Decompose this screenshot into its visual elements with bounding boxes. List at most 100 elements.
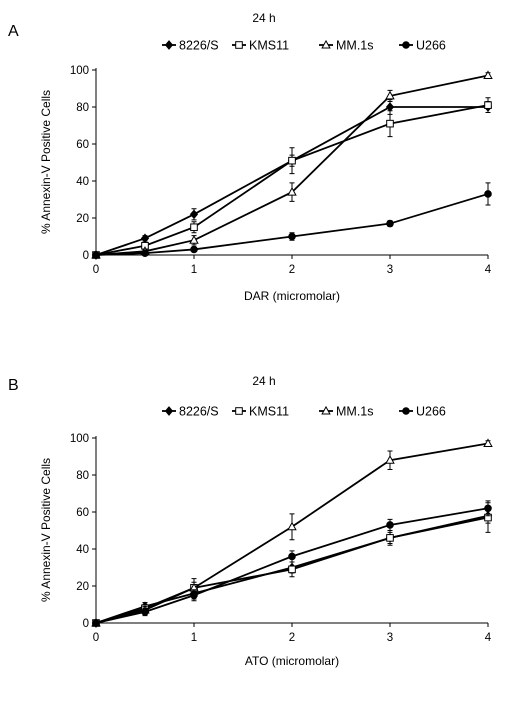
chart-b-series-kms11-line: [95, 516, 489, 624]
chart-b-series-kms11-point: [288, 565, 296, 574]
chart-b-series-u266-point: [288, 552, 296, 561]
chart-b-legend: 8226/S KMS11 MM.1s U266: [162, 405, 446, 419]
chart-a-legend-item-8226-s-marker: [164, 40, 174, 50]
chart-b-x-tick-label: 4: [485, 632, 492, 644]
chart-b-x-tick-label: 2: [289, 632, 295, 644]
chart-b-y-tick-label: 40: [76, 544, 89, 556]
chart-a-series-mm-1s-point: [483, 70, 493, 80]
chart-b-legend-item-kms11: KMS11: [232, 405, 289, 419]
chart-a-series-8226-s-point: [385, 102, 395, 112]
chart-b-series-mm-1s-point: [483, 438, 493, 448]
chart-b-y-tick-label: 60: [76, 507, 89, 519]
chart-a-x-tick-label: 3: [387, 264, 393, 276]
chart-a-legend-item-u266: U266: [399, 39, 446, 53]
chart-b-series-u266-point: [141, 608, 149, 616]
chart-b-legend-item-mm-1s-label: MM.1s: [336, 405, 374, 419]
chart-a-y-axis-label: % Annexin-V Positive Cells: [39, 90, 53, 234]
chart-b-title: 24 h: [252, 374, 275, 388]
chart-a-series-kms11-point: [386, 119, 394, 128]
chart-a-legend-item-kms11-label: KMS11: [249, 39, 289, 53]
chart-b-panel-label: B: [8, 377, 19, 394]
chart-b-legend-item-u266-marker: [402, 407, 410, 415]
chart-a-y-tick-label: 0: [83, 250, 89, 262]
chart-a-series-u266-line: [95, 193, 489, 256]
chart-a-series-u266-point: [190, 245, 198, 254]
chart-b-series-u266-point: [92, 619, 100, 627]
chart-a-series-8226-s-point: [189, 209, 199, 220]
chart-a-series-u266-point: [484, 190, 492, 198]
chart-a-series-u266-point: [386, 219, 394, 228]
chart-b-legend-item-8226-s-marker: [164, 406, 174, 416]
chart-b-series-u266: [92, 500, 492, 627]
chart-b-legend-item-u266-label: U266: [416, 405, 446, 419]
chart-a-legend-item-mm-1s-marker: [321, 39, 331, 49]
chart-a-legend-item-mm-1s: MM.1s: [319, 39, 374, 53]
chart-b-plot-area: 0 20 40 60 80 100 0 1 2 3 4: [70, 433, 493, 644]
chart-b-legend-item-mm-1s-marker: [321, 405, 331, 415]
chart-b-y-axis-label: % Annexin-V Positive Cells: [39, 458, 53, 602]
chart-a-series-mm-1s-line: [95, 74, 489, 256]
chart-panel-a: A 24 h 8226/S KMS11 MM.1s U266 0 20 40 60 80 100…: [0, 0, 507, 340]
chart-b-series-kms11-point: [386, 534, 394, 542]
chart-a-series-u266: [92, 182, 492, 259]
chart-b-legend-item-8226-s: 8226/S: [162, 405, 219, 419]
chart-a-plot-area: 0 20 40 60 80 100 0 1 2 3 4: [70, 65, 493, 276]
chart-b-legend-item-8226-s-label: 8226/S: [179, 405, 219, 419]
chart-a-x-tick-label: 4: [485, 264, 492, 276]
chart-b-x-tick-label: 3: [387, 632, 393, 644]
chart-b-x-axis-label: ATO (micromolar): [245, 654, 339, 668]
chart-a-series-kms11-line: [95, 104, 489, 256]
chart-b-y-tick-label: 80: [76, 470, 89, 482]
chart-b-y-tick-label: 20: [76, 581, 89, 593]
chart-a-y-tick-label: 40: [76, 176, 89, 188]
chart-a-legend-item-8226-s: 8226/S: [162, 39, 219, 53]
chart-a-panel-label: A: [8, 23, 19, 40]
chart-a-series-u266-point: [141, 249, 149, 257]
chart-a-title: 24 h: [252, 11, 275, 25]
chart-a-x-axis-label: DAR (micromolar): [244, 289, 340, 303]
chart-a-series-kms11-point: [190, 223, 198, 232]
chart-a-legend-item-mm-1s-label: MM.1s: [336, 39, 374, 53]
chart-b-y-tick-label: 100: [70, 433, 89, 445]
chart-a-y-tick-label: 60: [76, 139, 89, 151]
chart-b-series-mm-1s-point: [287, 521, 297, 531]
chart-b-series-mm-1s-point: [385, 455, 395, 464]
chart-a-series-mm-1s-point: [287, 186, 297, 196]
chart-b-series-mm-1s: [91, 438, 493, 627]
chart-a-series-mm-1s-point: [189, 235, 199, 244]
chart-b-x-tick-label: 0: [93, 632, 99, 644]
chart-b-legend-item-mm-1s: MM.1s: [319, 405, 374, 419]
chart-a-series-u266-point: [288, 232, 296, 241]
chart-a-x-tick-label: 0: [93, 264, 99, 276]
chart-b-legend-item-kms11-marker: [235, 407, 243, 415]
chart-b-legend-item-kms11-label: KMS11: [249, 405, 289, 419]
chart-a-legend-item-u266-label: U266: [416, 39, 446, 53]
chart-a-legend-item-8226-s-label: 8226/S: [179, 39, 219, 53]
chart-a-series-u266-point: [92, 251, 100, 259]
chart-b-x-tick-label: 1: [191, 632, 197, 644]
chart-a-svg: A 24 h 8226/S KMS11 MM.1s U266 020406080100…: [8, 11, 493, 303]
chart-panel-b: B 24 h 8226/S KMS11 MM.1s U266 0 20 40 60 80 100…: [0, 368, 507, 708]
chart-a-series-8226-s-line: [95, 106, 488, 256]
chart-a-x-tick-label: 1: [191, 264, 197, 276]
chart-a-legend-item-kms11-marker: [235, 41, 243, 49]
chart-b-series-u266-point: [484, 504, 492, 513]
chart-a-legend-item-kms11: KMS11: [232, 39, 289, 53]
chart-b-series-u266-line: [95, 507, 489, 624]
chart-a-legend-item-u266-marker: [402, 41, 410, 49]
chart-a-y-tick-label: 80: [76, 102, 89, 114]
chart-a-series-mm-1s-point: [385, 90, 395, 100]
chart-b-y-tick-label: 0: [83, 618, 89, 630]
chart-a-series-kms11-point: [484, 101, 492, 109]
chart-a-series-kms11-point: [288, 156, 296, 165]
chart-b-series-u266-point: [190, 591, 198, 600]
chart-a-legend: 8226/S KMS11 MM.1s U266: [162, 39, 446, 53]
chart-b-series-u266-point: [386, 521, 394, 529]
chart-a-x-tick-label: 2: [289, 264, 295, 276]
chart-b-legend-item-u266: U266: [399, 405, 446, 419]
chart-a-y-tick-label: 100: [70, 65, 89, 77]
chart-b-series-mm-1s-line: [95, 442, 489, 624]
chart-a-series-8226-s-point: [140, 233, 150, 244]
chart-a-y-tick-label: 20: [76, 213, 89, 225]
chart-b-svg: B 24 h 8226/S KMS11 MM.1s U266 020406080100…: [8, 374, 493, 668]
